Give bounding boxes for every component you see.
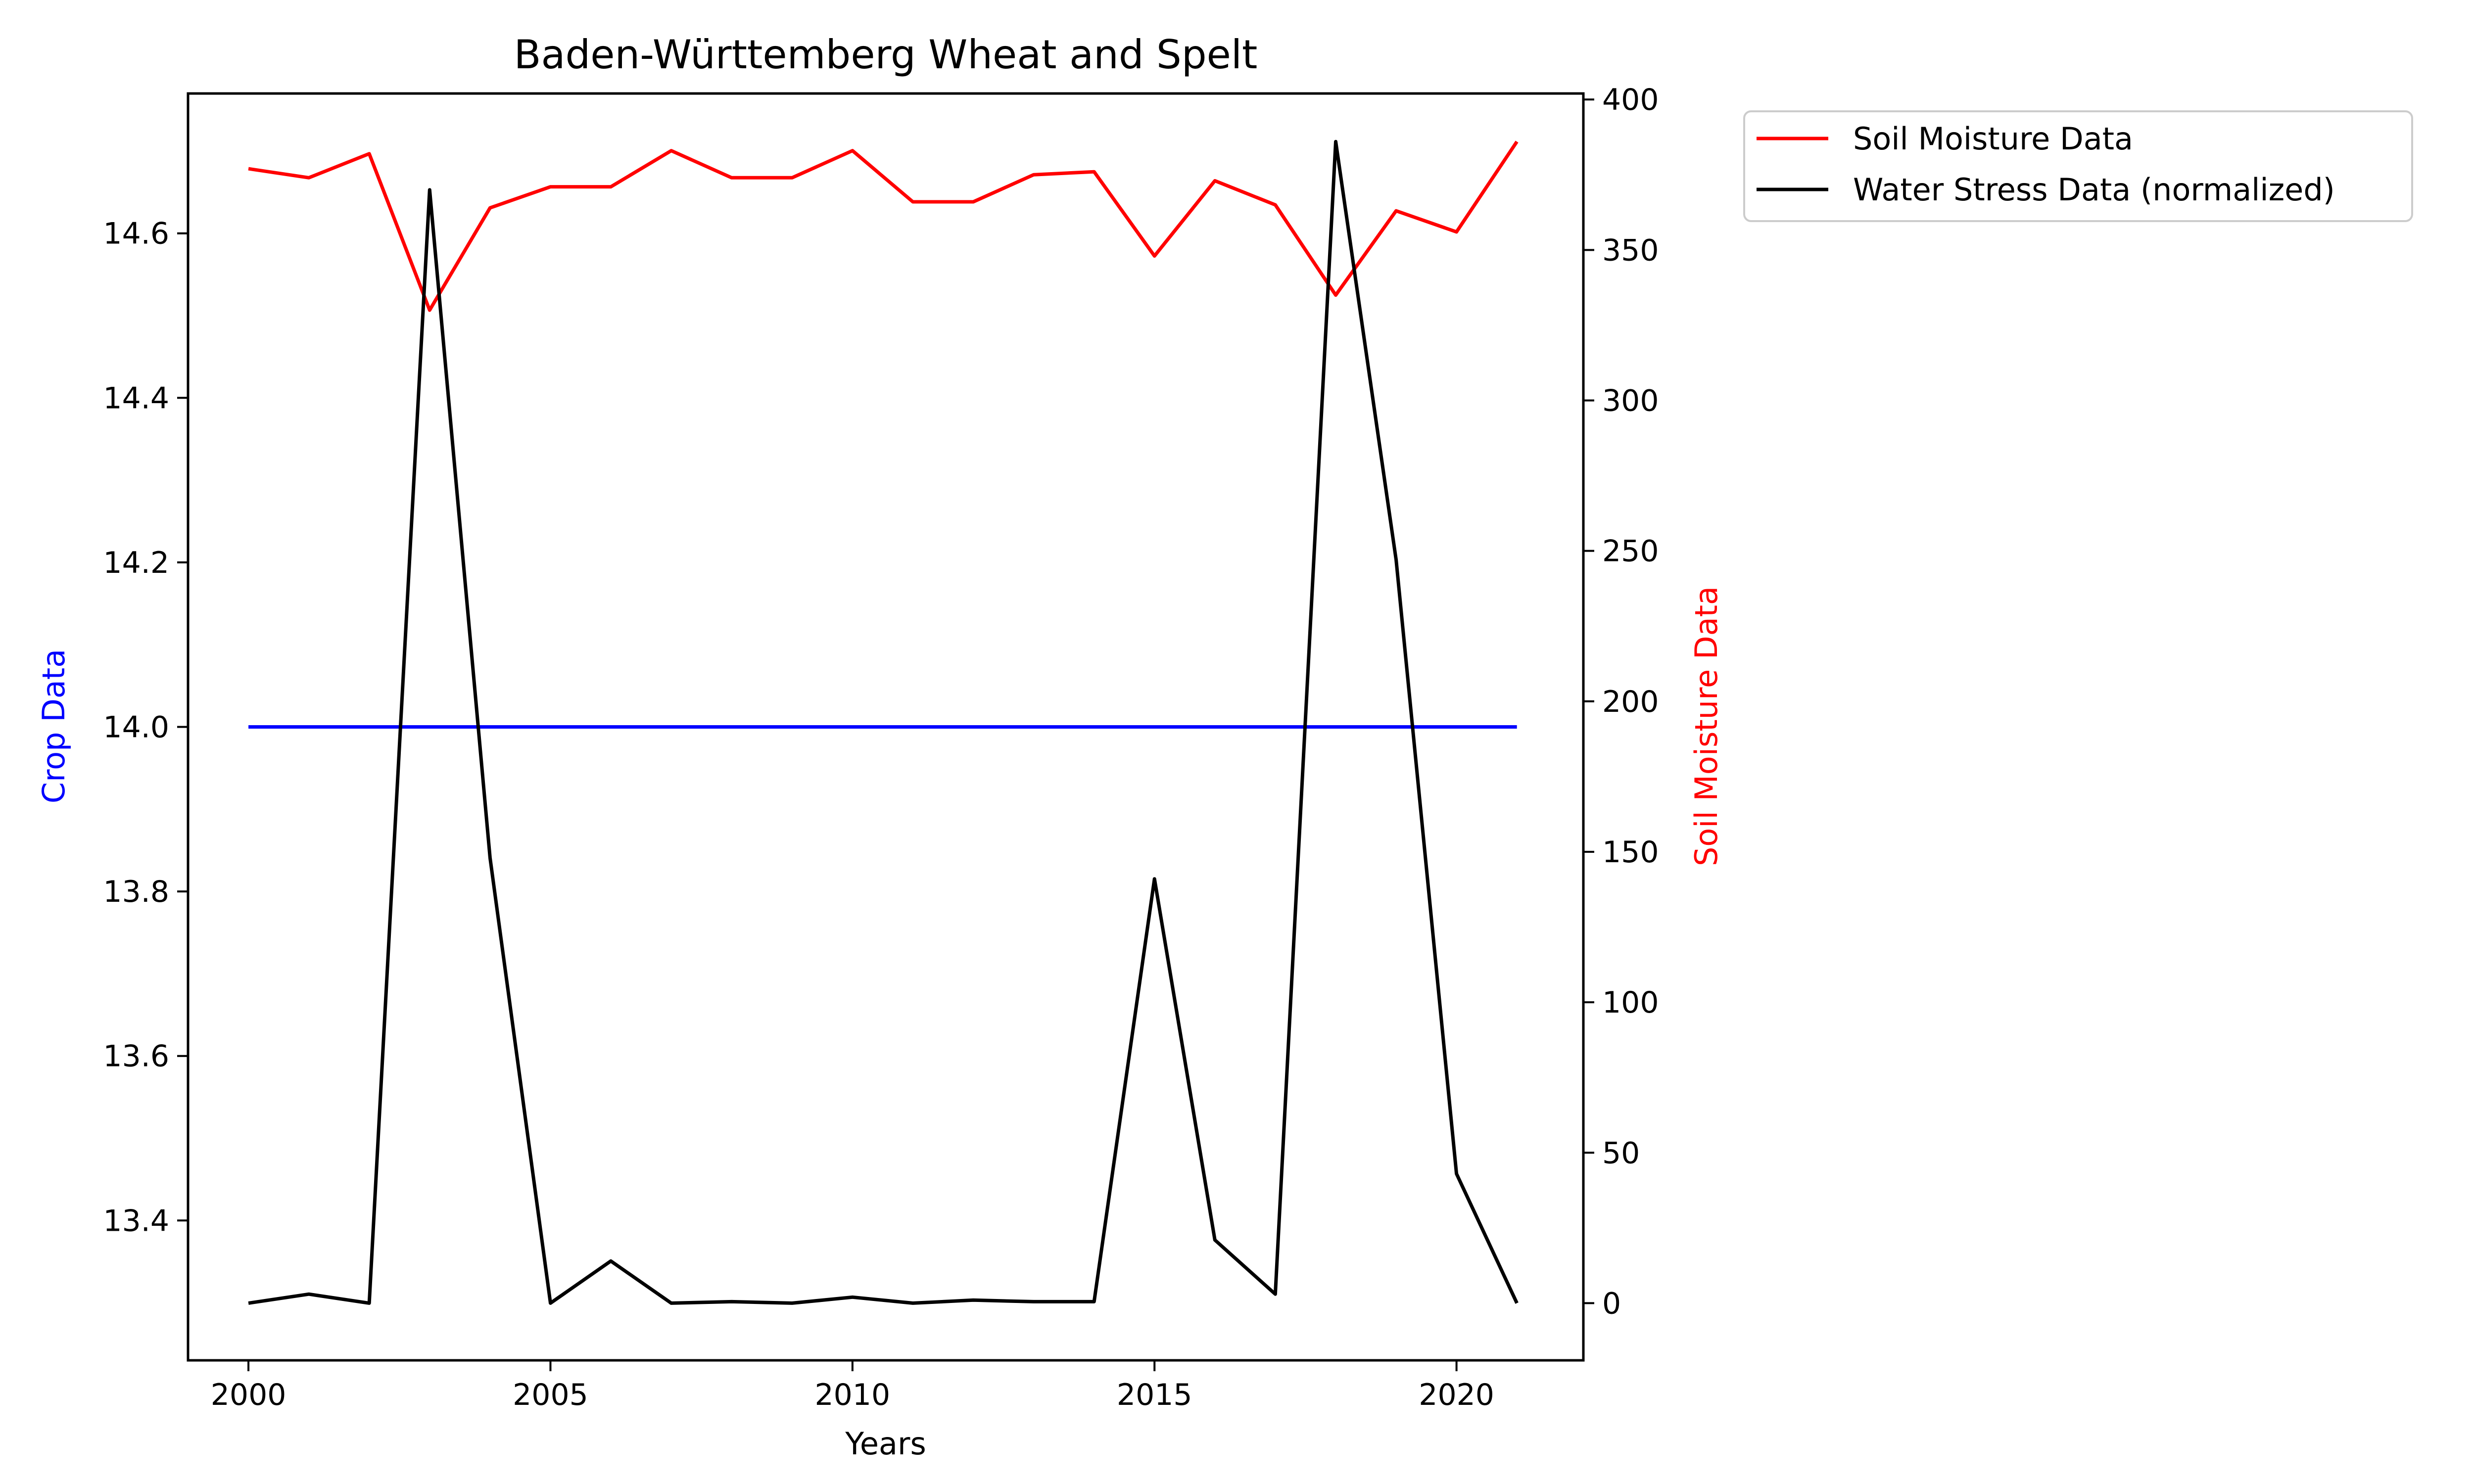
y-left-tick-label: 13.6 <box>103 1039 169 1074</box>
y-right-tick-label: 300 <box>1602 383 1659 418</box>
legend-label-soil-moisture: Soil Moisture Data <box>1853 121 2133 157</box>
legend-box <box>1743 110 2413 222</box>
y-left-tick-label: 14.4 <box>103 381 169 416</box>
legend: Soil Moisture Data Water Stress Data (no… <box>1743 110 2413 222</box>
y-left-tick-label: 13.8 <box>103 875 169 909</box>
y-right-tick-label: 100 <box>1602 985 1659 1020</box>
y-left-tick-label: 14.0 <box>103 710 169 745</box>
chart-title: Baden-Württemberg Wheat and Spelt <box>514 32 1258 78</box>
y-left-tick-label: 14.6 <box>103 217 169 251</box>
series-layer <box>248 139 1519 1305</box>
water-stress-line <box>248 139 1519 1305</box>
y-right-tick-label: 50 <box>1602 1136 1640 1170</box>
y-right-tick-label: 0 <box>1602 1286 1621 1321</box>
y-axis-right-label: Soil Moisture Data <box>1688 586 1724 866</box>
legend-label-water-stress: Water Stress Data (normalized) <box>1853 172 2335 208</box>
y-left-tick-label: 13.4 <box>103 1204 169 1238</box>
y-right-tick-label: 150 <box>1602 835 1659 870</box>
y-axis-left: 13.4 13.6 13.8 14.0 14.2 14.4 14.6 <box>103 217 188 1238</box>
y-left-tick-label: 14.2 <box>103 546 169 580</box>
y-right-tick-label: 250 <box>1602 534 1659 569</box>
soil-moisture-line <box>248 140 1519 312</box>
x-tick-label: 2005 <box>513 1378 588 1412</box>
x-axis-label: Years <box>845 1426 926 1462</box>
y-right-tick-label: 200 <box>1602 685 1659 719</box>
y-axis-left-label: Crop Data <box>36 649 72 803</box>
x-axis: 2000 2005 2010 2015 2020 <box>211 1360 1494 1412</box>
x-tick-label: 2000 <box>211 1378 286 1412</box>
x-tick-label: 2010 <box>815 1378 891 1412</box>
x-tick-label: 2015 <box>1117 1378 1192 1412</box>
x-tick-label: 2020 <box>1419 1378 1494 1412</box>
y-axis-right: 0 50 100 150 200 250 300 350 400 <box>1583 83 1659 1321</box>
y-right-tick-label: 400 <box>1602 83 1659 117</box>
y-right-tick-label: 350 <box>1602 233 1659 268</box>
